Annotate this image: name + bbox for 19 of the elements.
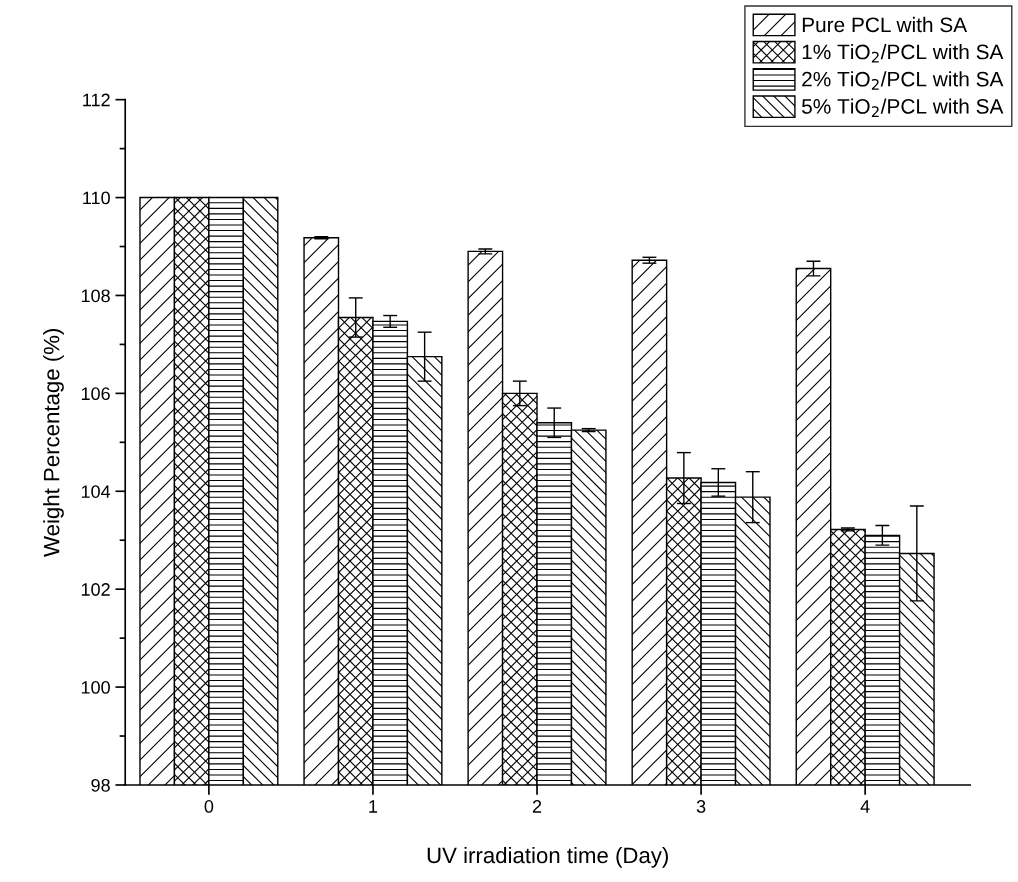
- y-tick-label: 106: [81, 387, 110, 401]
- y-tick-label: 104: [81, 485, 111, 498]
- x-axis-title: UV irradiation time (Day): [427, 846, 668, 868]
- x-tick-label: 4: [860, 800, 870, 813]
- y-tick-label: 100: [81, 681, 110, 694]
- x-tick-label: 0: [204, 800, 214, 813]
- y-tick-label: 102: [81, 583, 110, 596]
- y-tick-label: 98: [91, 778, 110, 792]
- legend-label: Pure PCL with SA: [802, 16, 968, 33]
- legend-label: 5% TiO$_{2}$/PCL with SA: [802, 98, 1004, 117]
- x-tick-label: 1: [369, 800, 378, 813]
- y-tick-label: 110: [83, 191, 110, 205]
- y-tick-label: 108: [81, 289, 110, 303]
- legend-label: 2% TiO$_{2}$/PCL with SA: [802, 71, 1004, 90]
- legend-label: 1% TiO$_{2}$/PCL with SA: [802, 44, 1004, 63]
- x-tick-label: 2: [532, 800, 542, 813]
- y-tick-label: 112: [83, 93, 110, 107]
- y-axis-title: Weight Percentage (%): [43, 329, 64, 557]
- x-tick-label: 3: [696, 800, 706, 813]
